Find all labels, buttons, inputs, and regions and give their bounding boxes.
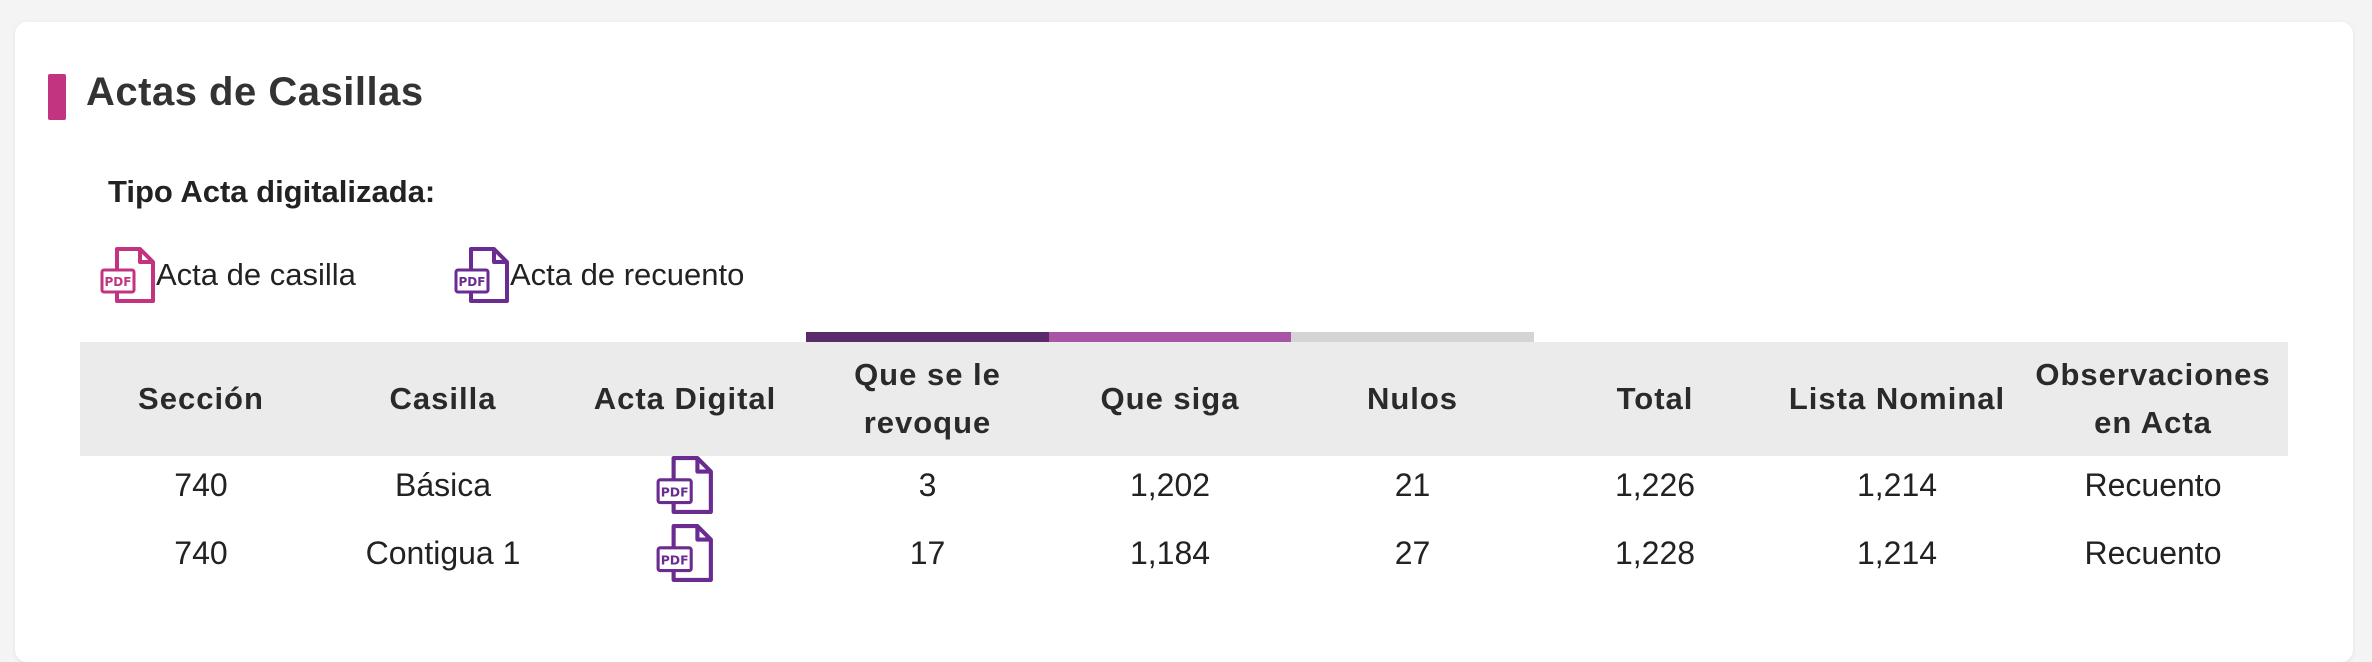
title-accent-bar [48,74,66,120]
cell-revoque: 3 [918,466,937,503]
cell-observaciones: Recuento [2084,534,2222,571]
cell-seccion: 740 [174,534,228,571]
svg-text:PDF: PDF [459,275,486,289]
cell-siga: 1,184 [1129,534,1211,571]
pdf-file-icon[interactable]: PDF [656,455,714,515]
acta-type-label: Tipo Acta digitalizada: [108,174,436,209]
header-lista-nominal: Lista Nominal [1788,381,2006,416]
cell-lista-nominal: 1,214 [1856,534,1938,571]
cell-casilla: Contigua 1 [365,534,521,571]
cell-revoque: 17 [909,534,946,571]
header-total: Total [1616,381,1694,416]
header-que-se-le-revoque: Que se le revoque [854,357,1001,440]
cell-casilla: Básica [394,466,492,503]
cell-acta-digital: PDF [564,520,806,586]
cell-nulos: 27 [1394,534,1431,571]
cell-siga: 1,202 [1129,466,1211,503]
cell-nulos: 21 [1394,466,1431,503]
cell-seccion: 740 [174,466,228,503]
legend-label: Acta de recuento [510,257,745,292]
pdf-file-icon: PDF [454,246,510,304]
svg-text:PDF: PDF [661,484,689,499]
svg-text:PDF: PDF [661,552,689,567]
pdf-file-icon[interactable]: PDF [656,523,714,583]
header-que-siga: Que siga [1100,381,1240,416]
header-acta-digital: Acta Digital [593,381,777,416]
cell-total: 1,228 [1614,534,1696,571]
header-observaciones: Observaciones en Acta [2035,357,2271,440]
legend-acta-recuento: PDF Acta de recuento [454,246,744,304]
header-nulos: Nulos [1366,381,1459,416]
table-header [80,342,2288,456]
header-seccion: Sección [138,381,264,416]
pdf-file-icon: PDF [100,246,156,304]
svg-text:PDF: PDF [105,275,132,289]
legend-label: Acta de casilla [156,257,356,292]
legend-acta-casilla: PDF Acta de casilla [100,246,356,304]
cell-lista-nominal: 1,214 [1856,466,1938,503]
page-title: Actas de Casillas [86,70,424,114]
cell-total: 1,226 [1614,466,1696,503]
header-casilla: Casilla [389,381,497,416]
cell-acta-digital: PDF [564,452,806,518]
cell-observaciones: Recuento [2084,466,2222,503]
